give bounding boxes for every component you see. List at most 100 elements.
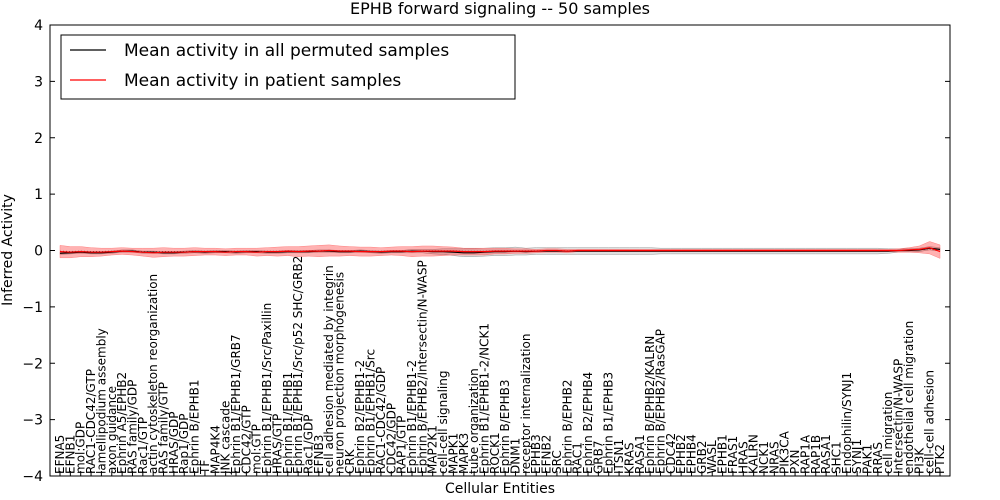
- entity-label: ROCK1: [488, 432, 502, 474]
- entity-label: RAC1-CDC42/GDP: [374, 367, 388, 474]
- entity-label: MAPK3: [457, 433, 471, 474]
- legend-label-patient: Mean activity in patient samples: [124, 71, 401, 91]
- entity-label: FRAS1: [726, 436, 740, 474]
- entity-label: NCK1: [757, 441, 771, 474]
- entity-label: cell-cell adhesion: [923, 370, 937, 474]
- entity-label: PI3K: [912, 447, 926, 474]
- y-tick-label: −2: [22, 356, 43, 372]
- chart-title: EPHB forward signaling -- 50 samples: [350, 0, 650, 18]
- entity-label: EPHB4: [685, 434, 699, 474]
- entity-label: cell-cell signaling: [436, 371, 450, 475]
- entity-label: Ephrin B/EPHB2/Intersectin/N-WASP: [415, 260, 429, 474]
- entity-label: Ephrin B1/EPHB1/GRB7: [229, 334, 243, 474]
- entity-label: EPHB1: [716, 434, 730, 474]
- entity-label: Rap1/GDP: [177, 414, 191, 475]
- entity-label: KALRN: [747, 434, 761, 474]
- entity-label: Ephrin B1/EPHB1-2: [405, 360, 419, 474]
- legend-label-permuted: Mean activity in all permuted samples: [124, 41, 449, 61]
- entity-label: HRAS: [736, 441, 750, 474]
- y-tick-label: −3: [22, 413, 43, 429]
- entity-label: Endophilin/SYNJ1: [840, 372, 854, 474]
- entity-label: Ephrin B/EPHB2/RasGAP: [654, 329, 668, 474]
- entity-label: EPHB3: [529, 434, 543, 474]
- entity-label: MAP2K1: [426, 425, 440, 474]
- y-tick-label: 2: [34, 131, 43, 147]
- entity-label: PIK3CA: [778, 430, 792, 474]
- entity-label: mol:GDP: [74, 422, 88, 474]
- legend-box: [60, 34, 516, 100]
- entity-label: CDC42/GTP: [239, 405, 253, 474]
- entity-label: ITSN1: [612, 439, 626, 474]
- entity-label: PTK2: [933, 444, 947, 474]
- entity-label: Ephrin B1/EPHB1/Src/Paxillin: [260, 303, 274, 474]
- entity-label: RRAS: [871, 442, 885, 474]
- y-tick-label: 1: [34, 187, 43, 203]
- x-ticks: [59, 471, 941, 476]
- entity-label: Ephrin B2/EPHB4: [581, 372, 595, 474]
- entity-label: EFNB1: [63, 435, 77, 474]
- patient-mean-line: [59, 247, 941, 254]
- entity-label: lamellipodium assembly: [94, 328, 108, 474]
- entity-label: receptor internalization: [519, 334, 533, 474]
- series-lines: [59, 247, 941, 254]
- plot-frame: [49, 24, 951, 477]
- entity-label: EFNB3: [312, 435, 326, 474]
- entity-label: endothelial cell migration: [902, 321, 916, 474]
- entity-label: MAPK1: [446, 433, 460, 474]
- entity-label: CDC42/GDP: [384, 403, 398, 474]
- entity-label: Ephrin B/EPHB3: [498, 380, 512, 474]
- entity-label: Ephrin B1/EPHB1-2/NCK1: [478, 323, 492, 474]
- entity-label: SHC1: [830, 441, 844, 474]
- entity-label: cell adhesion mediated by integrin: [322, 265, 336, 474]
- y-tick-label: 4: [34, 18, 43, 34]
- entity-label: TF: [198, 460, 212, 475]
- entity-label: DNM1: [509, 438, 523, 474]
- entity-label: SYNJ1: [850, 439, 864, 474]
- entity-label: WASL: [705, 440, 719, 474]
- entity-label: CRK: [343, 448, 357, 474]
- entity-label: RAS family/GDP: [126, 380, 140, 474]
- y-tick-label: −4: [22, 469, 43, 485]
- entity-label: EPHB2: [674, 434, 688, 474]
- legend: Mean activity in all permuted samples Me…: [60, 34, 516, 100]
- entity-label: Ephrin B/EPHB1: [188, 380, 202, 474]
- entity-label: cell migration: [881, 392, 895, 474]
- entity-label: RASA1: [633, 434, 647, 474]
- entity-label: PXN: [788, 450, 802, 474]
- entity-label: PAK1: [861, 444, 875, 474]
- entity-label: RAS family/GTP: [157, 382, 171, 474]
- entity-label: EFNA5: [53, 435, 67, 474]
- entity-label: axon guidance: [105, 386, 119, 474]
- entity-label: CDC42: [664, 433, 678, 474]
- entity-label: Ephrin B1/EPHB3: [602, 372, 616, 474]
- entity-label: JNK cascade: [219, 401, 233, 475]
- entity-label: NRAS: [767, 441, 781, 474]
- entity-label: RAC1-CDC42/GTP: [84, 369, 98, 474]
- entity-label: Ephrin A5/EPHB2: [115, 372, 129, 474]
- entity-label: mol:GTP: [250, 424, 264, 474]
- entity-label: RAP1B: [809, 435, 823, 474]
- entity-label: HRAS/GDP: [167, 411, 181, 474]
- entity-label: Ephrin B1/EPHB1/Src: [364, 349, 378, 474]
- y-axis-label: Inferred Activity: [0, 194, 16, 306]
- y-tick-label: 3: [34, 74, 43, 90]
- entity-label: Ephrin B1/EPHB1/Src/p52 SHC/GRB2: [291, 256, 305, 474]
- entity-label: KRAS: [622, 442, 636, 474]
- entity-label: Rac1/GDP: [302, 415, 316, 474]
- entity-label: RASA1: [819, 434, 833, 474]
- patient-band: [59, 241, 941, 259]
- entity-label: RAP1A: [798, 434, 812, 474]
- entity-label: Ephrin B/EPHB2/KALRN: [643, 336, 657, 474]
- entity-label: SRC: [550, 450, 564, 474]
- entity-label: HRAS/GTP: [270, 414, 284, 474]
- y-ticks: −4 −3 −2 −1 0 1 2 3 4: [22, 18, 950, 485]
- entity-label: Rac1/GTP: [136, 417, 150, 474]
- entity-label: Ephrin B2/EPHB1-2: [353, 360, 367, 474]
- entity-label: EFNB2: [540, 435, 554, 474]
- entity-label: actin cytoskeleton reorganization: [146, 274, 160, 474]
- entity-labels: EFNA5EFNB1mol:GDPRAC1-CDC42/GTPlamellipo…: [53, 256, 947, 475]
- entity-label: Ephrin B1/EPHB1: [281, 372, 295, 474]
- y-tick-label: −1: [22, 300, 43, 316]
- entity-label: neuron projection morphogenesis: [333, 272, 347, 474]
